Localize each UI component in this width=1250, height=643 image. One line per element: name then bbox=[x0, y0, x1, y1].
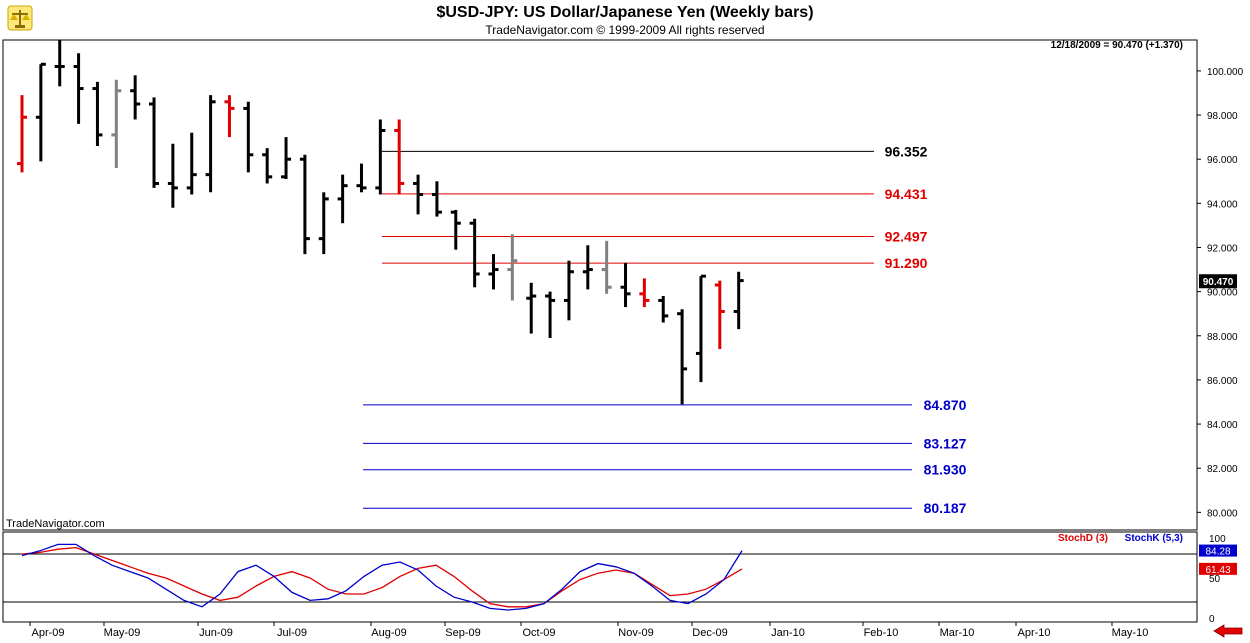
level-label: 91.290 bbox=[885, 255, 928, 271]
stoch-last-flag bbox=[1199, 544, 1237, 557]
level-label: 96.352 bbox=[885, 143, 928, 159]
y-tick-label: 80.000 bbox=[1207, 508, 1238, 519]
x-tick-label: Nov-09 bbox=[618, 627, 653, 639]
chart-subtitle: TradeNavigator.com © 1999-2009 All right… bbox=[485, 23, 765, 37]
x-tick-label: Sep-09 bbox=[445, 627, 480, 639]
price-panel-frame bbox=[2, 39, 1198, 531]
status-line: 12/18/2009 = 90.470 (+1.370) bbox=[1051, 40, 1183, 51]
x-tick-label: Aug-09 bbox=[371, 627, 406, 639]
chart-title: $USD-JPY: US Dollar/Japanese Yen (Weekly… bbox=[436, 4, 814, 21]
x-tick-label: Apr-10 bbox=[1017, 627, 1050, 639]
stoch-legend-label: StochK (5,3) bbox=[1125, 533, 1183, 544]
y-tick-label: 88.000 bbox=[1207, 332, 1238, 343]
indicator-panel-frame bbox=[2, 531, 1198, 623]
x-tick-label: May-10 bbox=[1112, 627, 1149, 639]
y-tick-label: 94.000 bbox=[1207, 199, 1238, 210]
x-tick-label: Jun-09 bbox=[199, 627, 233, 639]
stoch-last-flag bbox=[1199, 562, 1237, 575]
y-tick-label: 92.000 bbox=[1207, 243, 1238, 254]
x-tick-label: Oct-09 bbox=[522, 627, 555, 639]
y-tick-label: 86.000 bbox=[1207, 376, 1238, 387]
level-label: 84.870 bbox=[924, 397, 967, 413]
y-tick-label: 96.000 bbox=[1207, 155, 1238, 166]
x-tick-label: Jul-09 bbox=[277, 627, 307, 639]
x-tick-label: Feb-10 bbox=[864, 627, 899, 639]
stoch-y-tick-label: 50 bbox=[1209, 574, 1221, 585]
stoch-series-line bbox=[21, 546, 743, 608]
y-tick-label: 82.000 bbox=[1207, 464, 1238, 475]
level-label: 83.127 bbox=[924, 435, 967, 451]
level-label: 80.187 bbox=[924, 500, 967, 516]
stoch-last-value: 61.43 bbox=[1205, 565, 1230, 576]
x-tick-label: Apr-09 bbox=[31, 627, 64, 639]
scales-logo-icon[interactable] bbox=[6, 4, 34, 32]
scroll-left-arrow-icon[interactable] bbox=[1212, 624, 1244, 638]
last-price-flag bbox=[1199, 274, 1237, 289]
watermark-label: TradeNavigator.com bbox=[6, 518, 105, 530]
y-tick-label: 98.000 bbox=[1207, 111, 1238, 122]
stoch-y-tick-label: 0 bbox=[1209, 614, 1215, 625]
level-label: 92.497 bbox=[885, 229, 928, 245]
level-label: 81.930 bbox=[924, 462, 967, 478]
last-price-label: 90.470 bbox=[1203, 277, 1234, 288]
x-tick-label: Jan-10 bbox=[771, 627, 805, 639]
stoch-series-line bbox=[21, 543, 743, 611]
x-tick-label: Mar-10 bbox=[940, 627, 975, 639]
x-tick-label: May-09 bbox=[104, 627, 141, 639]
y-tick-label: 84.000 bbox=[1207, 420, 1238, 431]
y-tick-label: 90.000 bbox=[1207, 288, 1238, 299]
level-label: 94.431 bbox=[885, 186, 928, 202]
x-tick-label: Dec-09 bbox=[692, 627, 727, 639]
stoch-legend-label: StochD (3) bbox=[1058, 533, 1108, 544]
stoch-last-value: 84.28 bbox=[1205, 547, 1230, 558]
stoch-y-tick-label: 100 bbox=[1209, 534, 1226, 545]
y-tick-label: 100.000 bbox=[1207, 67, 1244, 78]
